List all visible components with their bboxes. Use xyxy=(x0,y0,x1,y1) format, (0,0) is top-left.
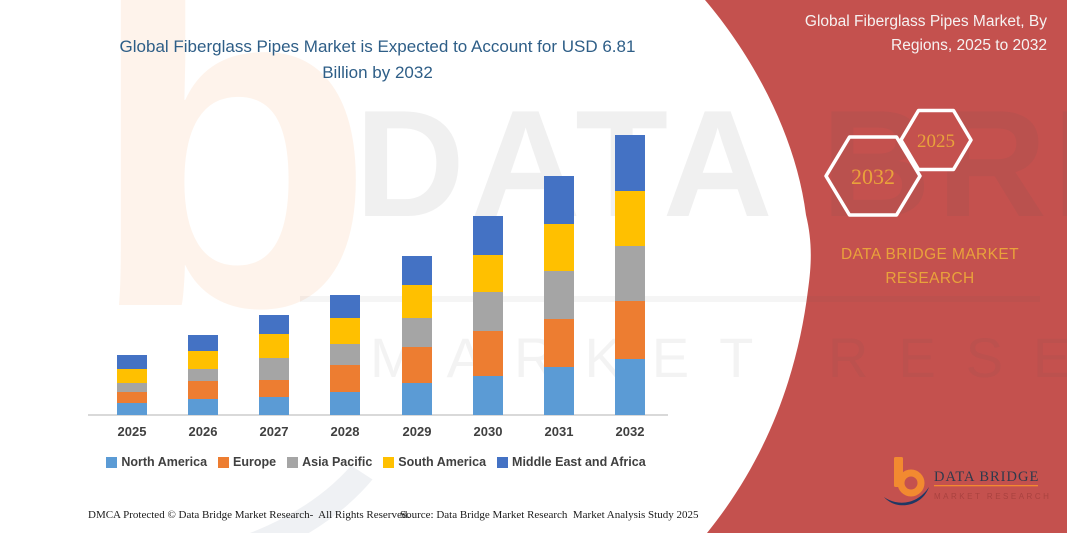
bar-2031 xyxy=(544,176,574,415)
bar-2025-europe xyxy=(117,392,147,403)
year-hexagons: 2032 2025 xyxy=(824,108,973,217)
bar-2032-middle-east-and-africa xyxy=(615,135,645,191)
watermark-underline xyxy=(300,296,1040,302)
bar-2030 xyxy=(473,216,503,415)
legend-label: North America xyxy=(121,455,208,469)
bar-2031-south-america xyxy=(544,224,574,271)
bar-2028 xyxy=(330,295,360,415)
hexagon-2025-label: 2025 xyxy=(917,131,955,152)
side-panel-title: Global Fiberglass Pipes Market, By Regio… xyxy=(804,13,1047,55)
bar-2028-south-america xyxy=(330,318,360,344)
x-tick-label-2029: 2029 xyxy=(402,424,432,439)
legend-swatch-icon xyxy=(497,456,509,468)
bar-2027-middle-east-and-africa xyxy=(259,315,289,334)
bar-2031-middle-east-and-africa xyxy=(544,176,574,224)
bar-2025-south-america xyxy=(117,369,147,383)
logo-b-mark-icon xyxy=(884,457,929,506)
chart-legend: North America Europe Asia Pacific South Ame… xyxy=(84,455,668,469)
bar-2029 xyxy=(402,256,432,415)
bar-2025 xyxy=(117,355,147,415)
hexagon-2032-shape xyxy=(824,135,922,217)
legend-label: Asia Pacific xyxy=(302,455,373,469)
data-bridge-logo: DATA BRIDGE MARKET RESEARCH xyxy=(884,457,1051,506)
bar-2028-north-america xyxy=(330,392,360,415)
bar-2027-asia-pacific xyxy=(259,358,289,380)
bar-2026-asia-pacific xyxy=(188,369,218,381)
logo-subtext: MARKET RESEARCH xyxy=(934,492,1051,501)
bar-2026 xyxy=(188,335,218,415)
bar-2027-south-america xyxy=(259,334,289,358)
bar-2028-middle-east-and-africa xyxy=(330,295,360,318)
chart-title: Global Fiberglass Pipes Market is Expect… xyxy=(119,37,636,82)
bar-2030-north-america xyxy=(473,376,503,415)
source-text: Source: Data Bridge Market Research Mark… xyxy=(400,509,699,521)
bar-2027-north-america xyxy=(259,397,289,415)
bar-2031-europe xyxy=(544,319,574,367)
bar-2032-asia-pacific xyxy=(615,246,645,301)
bar-2029-europe xyxy=(402,347,432,383)
logo-underline xyxy=(934,485,1038,487)
bar-2027-europe xyxy=(259,380,289,397)
legend-item-south-america: South America xyxy=(383,455,486,469)
bar-2032-north-america xyxy=(615,359,645,415)
bar-2026-middle-east-and-africa xyxy=(188,335,218,351)
bar-2029-middle-east-and-africa xyxy=(402,256,432,285)
dmca-copyright-text: DMCA Protected © Data Bridge Market Rese… xyxy=(88,509,411,521)
x-axis-line xyxy=(88,414,668,416)
legend-item-asia-pacific: Asia Pacific xyxy=(287,455,372,469)
bar-2030-south-america xyxy=(473,255,503,292)
legend-label: Europe xyxy=(233,455,277,469)
legend-swatch-icon xyxy=(287,456,299,468)
bar-2026-south-america xyxy=(188,351,218,369)
legend-label: South America xyxy=(398,455,487,469)
legend-item-north-america: North America xyxy=(106,455,207,469)
legend-swatch-icon xyxy=(106,456,118,468)
faded-b-logo-watermark: b xyxy=(88,0,376,405)
brand-name-text: DATA BRIDGE MARKET RESEARCH xyxy=(840,246,1019,288)
legend-swatch-icon xyxy=(218,456,230,468)
hexagon-2025-shape xyxy=(899,108,973,172)
legend-item-europe: Europe xyxy=(218,455,276,469)
x-tick-label-2026: 2026 xyxy=(188,424,218,439)
bar-2031-asia-pacific xyxy=(544,271,574,319)
bar-2030-middle-east-and-africa xyxy=(473,216,503,255)
bar-2027 xyxy=(259,315,289,415)
legend-item-middle-east-and-africa: Middle East and Africa xyxy=(497,455,646,469)
bar-2026-north-america xyxy=(188,399,218,415)
bar-2028-europe xyxy=(330,365,360,392)
bar-2026-europe xyxy=(188,381,218,399)
bar-2030-asia-pacific xyxy=(473,292,503,331)
bar-2028-asia-pacific xyxy=(330,344,360,365)
bar-2029-north-america xyxy=(402,383,432,415)
legend-swatch-icon xyxy=(383,456,395,468)
legend-label: Middle East and Africa xyxy=(512,455,646,469)
bar-2025-asia-pacific xyxy=(117,383,147,392)
bar-2025-north-america xyxy=(117,403,147,415)
bar-2032-europe xyxy=(615,301,645,359)
bar-2032 xyxy=(615,135,645,415)
x-tick-label-2030: 2030 xyxy=(473,424,503,439)
logo-wordmark: DATA BRIDGE xyxy=(934,469,1039,485)
bar-2032-south-america xyxy=(615,191,645,246)
bar-2030-europe xyxy=(473,331,503,376)
x-tick-label-2031: 2031 xyxy=(544,424,574,439)
bar-2025-middle-east-and-africa xyxy=(117,355,147,369)
bar-2029-south-america xyxy=(402,285,432,318)
x-tick-label-2028: 2028 xyxy=(330,424,360,439)
x-tick-label-2032: 2032 xyxy=(615,424,645,439)
bar-2029-asia-pacific xyxy=(402,318,432,347)
x-tick-label-2025: 2025 xyxy=(117,424,147,439)
bar-2031-north-america xyxy=(544,367,574,415)
hexagon-2032-label: 2032 xyxy=(851,164,895,189)
x-tick-label-2027: 2027 xyxy=(259,424,289,439)
